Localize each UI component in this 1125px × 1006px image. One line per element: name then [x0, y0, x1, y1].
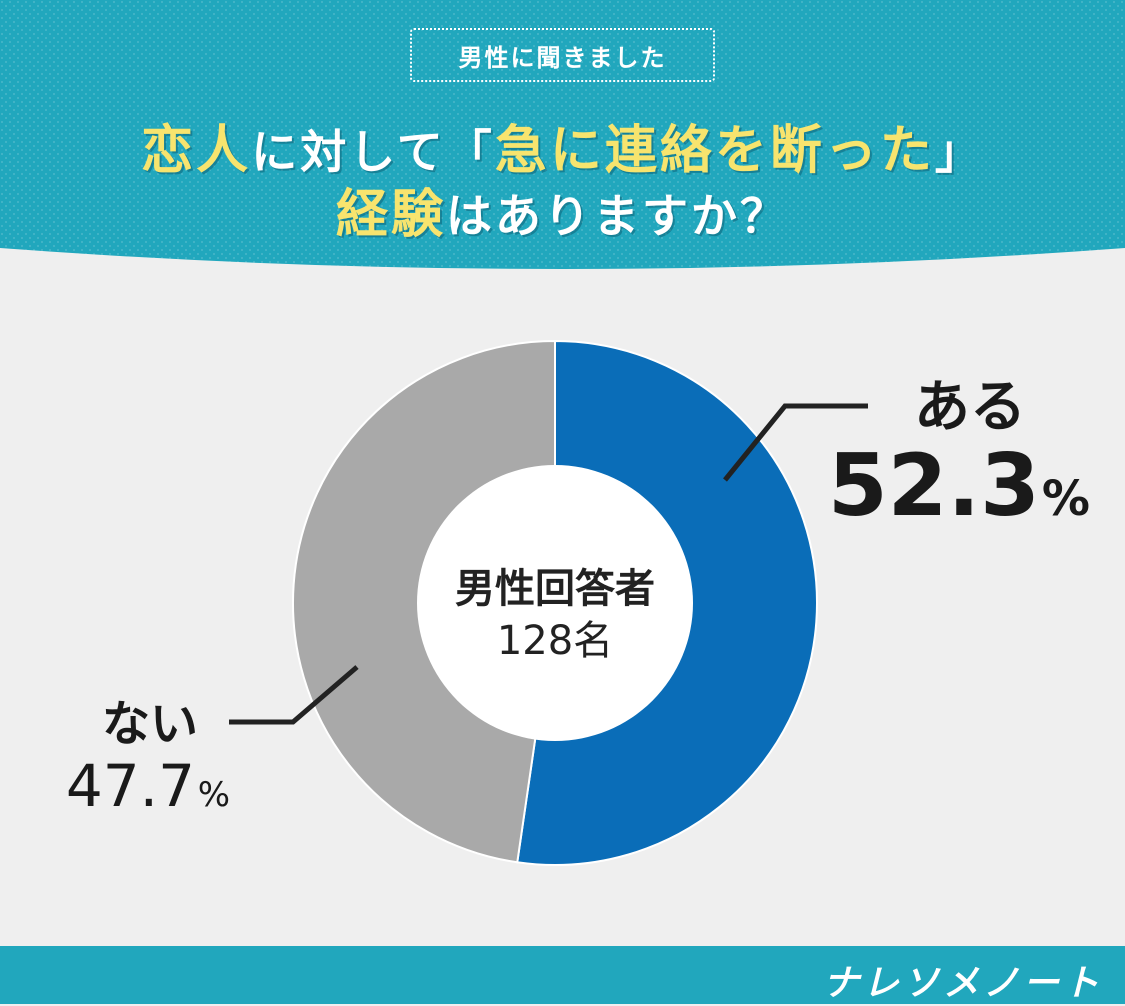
slice-value-no: 47.7 [66, 752, 195, 820]
center-label-respondents: 男性回答者 [455, 566, 655, 612]
title-text-to: に対して「 [251, 125, 495, 179]
slice-unit-no: % [198, 775, 230, 815]
slice-value-yes: 52.3 [828, 436, 1040, 536]
survey-badge: 男性に聞きました [410, 28, 715, 82]
slice-unit-yes: % [1042, 471, 1090, 527]
title-text-question: はありますか？ [446, 189, 789, 243]
donut-chart: 男性回答者 128名 ある 52.3 % ない 47.7 % [66, 339, 1090, 866]
title-highlight-lover: 恋人 [141, 121, 252, 181]
brand-logo: ナレソメノート [822, 963, 1103, 1004]
slice-label-no: ない [102, 696, 198, 752]
title-highlight-cut-contact: 急に連絡を断った [494, 121, 935, 181]
leader-line-yes [723, 403, 868, 482]
header-background [0, 0, 1125, 269]
footer-bar: ナレソメノート [0, 946, 1125, 1004]
donut-center [417, 465, 693, 741]
slice-label-yes: ある [914, 375, 1026, 440]
question-title-line1: 恋人に対して「急に連絡を断った」 [0, 108, 1125, 183]
question-title-line2: 経験はありますか？ [0, 172, 1125, 247]
leader-line-no [229, 665, 359, 725]
center-label-count: 128名 [497, 618, 613, 664]
title-highlight-experience: 経験 [335, 185, 446, 245]
title-text-bracket-close: 」 [934, 125, 984, 179]
